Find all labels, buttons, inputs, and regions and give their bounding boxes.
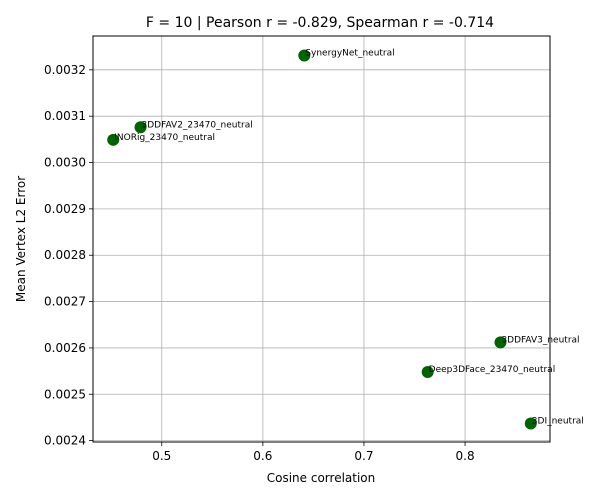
y-tick-label: 0.0025 [44, 387, 86, 401]
chart-title: F = 10 | Pearson r = -0.829, Spearman r … [146, 15, 494, 31]
x-tick-label: 0.5 [152, 449, 171, 463]
grid-lines [93, 36, 550, 442]
y-axis-label: Mean Vertex L2 Error [14, 176, 28, 302]
x-tick-label: 0.6 [253, 449, 272, 463]
data-point [524, 417, 537, 430]
y-tick-label: 0.0032 [44, 63, 86, 77]
y-tick-label: 0.0026 [44, 341, 86, 355]
y-tick-label: 0.0031 [44, 109, 86, 123]
y-axis-ticks: 0.0024 0.0025 0.0026 0.0027 0.0028 0.0029 0.00… [44, 63, 93, 448]
data-point-label: INORig_23470_neutral [114, 133, 215, 143]
data-point-label: SynergyNet_neutral [305, 48, 394, 58]
y-tick-label: 0.0029 [44, 202, 86, 216]
y-tick-label: 0.0028 [44, 248, 86, 262]
data-point [494, 336, 507, 349]
x-tick-label: 0.8 [456, 449, 475, 463]
x-axis-label: Cosine correlation [267, 471, 376, 485]
y-tick-label: 0.0024 [44, 434, 86, 448]
x-axis-ticks: 0.5 0.6 0.7 0.8 [152, 442, 475, 463]
x-tick-label: 0.7 [354, 449, 373, 463]
plot-area-frame [92, 35, 551, 443]
data-point-label: 3DDFAV3_neutral [501, 335, 579, 345]
data-point [298, 49, 311, 62]
data-point [107, 133, 120, 146]
data-points: SynergyNet_neutral 3DDFAV2_23470_neutral I… [107, 48, 584, 430]
data-point [421, 366, 434, 379]
y-tick-label: 0.0027 [44, 295, 86, 309]
data-point-label: 3DI_neutral [532, 416, 584, 426]
data-point [134, 121, 147, 134]
data-point-label: Deep3DFace_23470_neutral [429, 365, 556, 375]
y-tick-label: 0.0030 [44, 156, 86, 170]
data-point-label: 3DDFAV2_23470_neutral [142, 120, 253, 130]
